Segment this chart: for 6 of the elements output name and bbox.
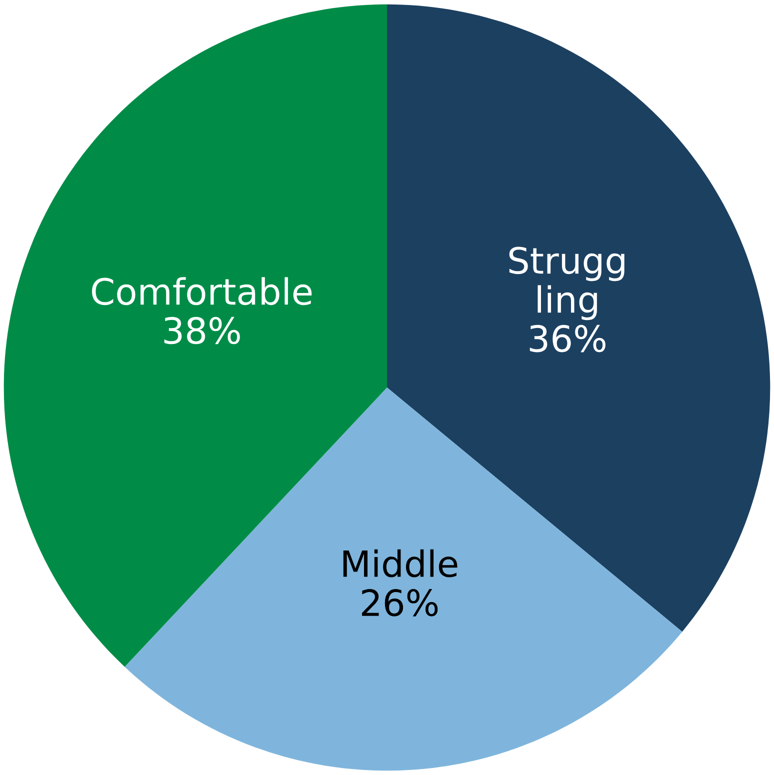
- slice-label: Middle: [343, 549, 458, 578]
- slice-label: Comfortable: [92, 277, 312, 306]
- data-label: 38%: [164, 316, 240, 344]
- slice-label: Strugg ling: [509, 246, 624, 320]
- data-label: 36%: [530, 324, 606, 352]
- data-label: 26%: [362, 589, 438, 616]
